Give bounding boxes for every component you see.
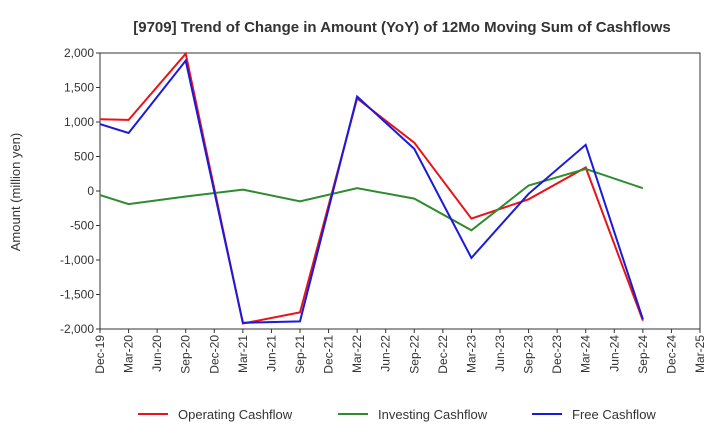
x-tick-label: Sep-23 — [522, 335, 536, 374]
y-tick-label: -1,000 — [60, 253, 94, 267]
legend-label-free-cashflow: Free Cashflow — [572, 407, 656, 422]
x-tick-label: Jun-21 — [264, 335, 278, 372]
legend-label-operating-cashflow: Operating Cashflow — [178, 407, 293, 422]
y-tick-label: -500 — [70, 219, 94, 233]
x-tick-label: Dec-21 — [322, 335, 336, 374]
x-tick-label: Jun-24 — [607, 335, 621, 372]
x-tick-label: Mar-20 — [122, 335, 136, 373]
x-tick-label: Sep-24 — [636, 335, 650, 374]
x-tick-label: Sep-21 — [293, 335, 307, 374]
y-axis-label: Amount (million yen) — [8, 133, 23, 252]
x-tick-label: Sep-20 — [179, 335, 193, 374]
legend: Operating Cashflow Investing Cashflow Free… — [138, 407, 656, 422]
plot-frame — [99, 52, 701, 330]
x-tick-label: Mar-25 — [693, 335, 707, 373]
series-line-investing-cashflow — [99, 167, 644, 232]
x-axis: Dec-19 Mar-20 Jun-20 Sep-20 Dec-20 Mar-21 Jun-… — [93, 329, 707, 374]
y-tick-label: 0 — [87, 184, 94, 198]
x-tick-label: Dec-23 — [550, 335, 564, 374]
y-tick-label: 1,000 — [64, 115, 94, 129]
y-tick-label: 1,500 — [64, 81, 94, 95]
x-tick-label: Dec-20 — [207, 335, 221, 374]
y-tick-label: 2,000 — [64, 46, 94, 60]
y-axis: 2,000 1,500 1,000 500 0 -500 -1,000 -1,500 -2,00… — [60, 46, 100, 336]
series-lines — [99, 51, 644, 325]
x-tick-label: Mar-21 — [236, 335, 250, 373]
y-tick-label: 500 — [74, 150, 94, 164]
x-tick-label: Jun-22 — [379, 335, 393, 372]
x-tick-label: Mar-22 — [350, 335, 364, 373]
plot-area — [100, 53, 700, 329]
x-tick-label: Mar-24 — [579, 335, 593, 373]
x-tick-label: Mar-23 — [464, 335, 478, 373]
y-tick-label: -2,000 — [60, 322, 94, 336]
x-tick-label: Sep-22 — [407, 335, 421, 374]
series-line-free-cashflow — [99, 58, 644, 324]
y-tick-label: -1,500 — [60, 288, 94, 302]
x-tick-label: Dec-24 — [664, 335, 678, 374]
x-tick-label: Jun-23 — [493, 335, 507, 372]
x-tick-label: Jun-20 — [150, 335, 164, 372]
chart-title: [9709] Trend of Change in Amount (YoY) o… — [133, 19, 671, 36]
x-tick-label: Dec-19 — [93, 335, 107, 374]
x-tick-label: Dec-22 — [436, 335, 450, 374]
legend-label-investing-cashflow: Investing Cashflow — [378, 407, 488, 422]
